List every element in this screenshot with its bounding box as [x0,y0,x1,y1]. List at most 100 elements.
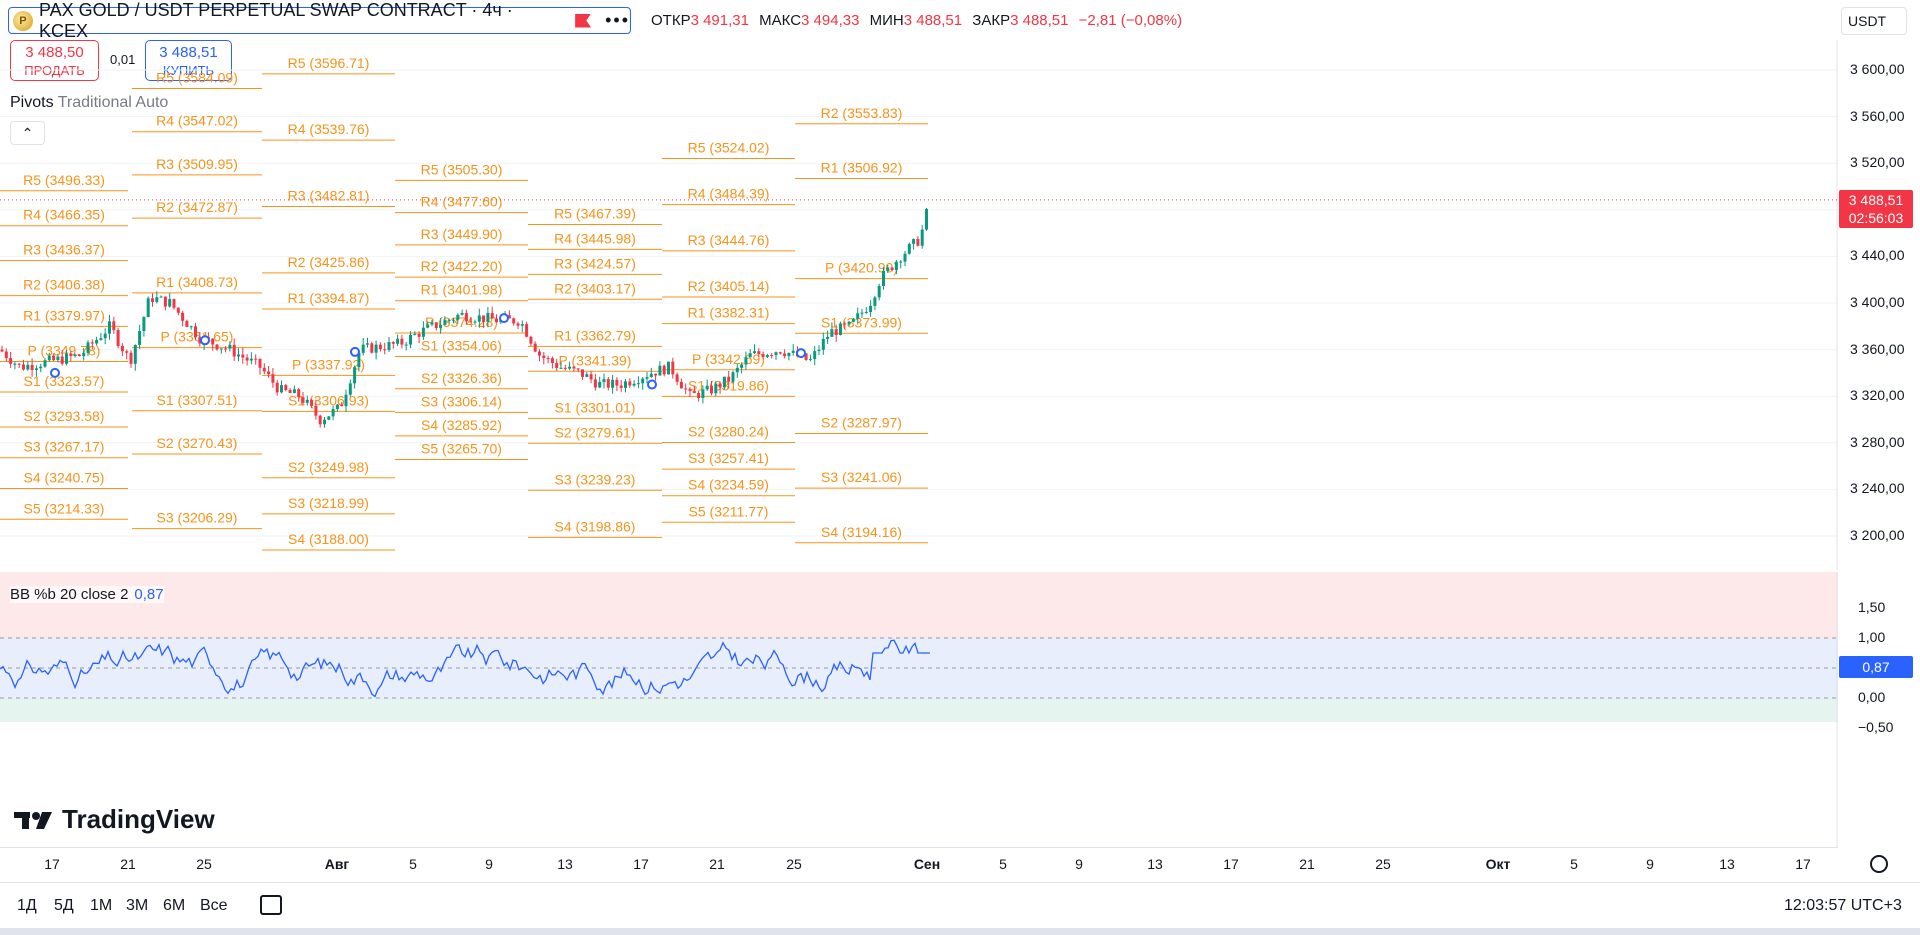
candle-body [645,377,649,379]
range-button-0[interactable]: 1Д [17,897,37,914]
bb-percent-b-pane[interactable] [0,572,1838,847]
candle-body [185,320,189,327]
candle-body [770,355,774,357]
candle-body [482,315,486,322]
candle-body [550,358,554,364]
candle-body [168,299,172,307]
tradingview-logo[interactable]: TradingView [14,804,215,835]
candle-body [430,322,434,325]
candle-body [568,366,572,369]
calendar-icon[interactable] [260,895,282,915]
candle-body [555,363,559,369]
osc-tick-label: 1,50 [1858,599,1886,615]
event-marker-icon[interactable] [50,367,60,378]
open-value: 3 491,31 [690,12,749,29]
pivots-indicator-label[interactable]: Pivots Traditional Auto [10,94,168,112]
bb-indicator-label[interactable]: BB %b 20 close 2 0,87 [10,586,164,603]
time-tick-label: 25 [786,856,802,872]
pivot-level-label: S5 (3211.77) [689,503,769,519]
candle-body [17,363,21,365]
candle-body [215,344,219,350]
candle-body [241,354,245,358]
candle-body [576,368,580,370]
flag-icon[interactable] [575,13,592,28]
last-price: 3 488,51 [1848,192,1904,208]
candle-body [667,361,670,375]
overbought-zone [0,572,1838,638]
pivot-level-label: R1 (3394.87) [288,290,370,306]
currency-select[interactable]: USDT [1841,7,1907,35]
candle-body [542,355,546,359]
range-button-1[interactable]: 5Д [54,897,74,914]
clock[interactable]: 12:03:57 UTC+3 [1784,897,1902,914]
collapse-indicators-button[interactable]: ⌃ [10,121,45,145]
event-marker-icon[interactable] [796,348,806,359]
time-tick-label: 17 [1795,856,1811,872]
candle-body [649,373,653,378]
candle-body [563,367,567,369]
event-marker-icon[interactable] [499,313,509,324]
candle-body [903,253,907,262]
pivot-level-label: R2 (3406.38) [23,277,105,293]
candle-body [748,353,752,358]
symbol-title[interactable]: PAX GOLD / USDT PERPETUAL SWAP CONTRACT … [38,0,513,41]
candle-body [456,314,460,320]
range-button-2[interactable]: 1М [90,897,113,914]
tradingview-logo-text: TradingView [62,804,215,834]
candle-body [469,321,473,323]
candle-body [860,312,864,314]
range-button-3[interactable]: 3М [126,897,149,914]
symbol-title-box[interactable]: P PAX GOLD / USDT PERPETUAL SWAP CONTRAC… [8,0,631,41]
candle-body [73,354,77,357]
candle-body [189,326,193,328]
candle-body [589,374,593,380]
candle-body [826,336,830,339]
candle-body [641,378,645,384]
price-chart[interactable]: R5 (3584.09) R4 (3547.02) R3 (3509.95) R2 (… [0,40,1838,570]
candle-body [727,376,731,382]
event-marker-icon[interactable] [647,379,657,390]
time-tick-label: 17 [633,856,649,872]
candle-body [366,343,369,345]
event-marker-icon[interactable] [350,346,360,357]
candle-body [632,383,636,386]
pivot-level-label: R1 (3506.92) [821,159,903,175]
candle-body [774,352,778,356]
candle-body [181,312,185,321]
pivot-level-label: S4 (3240.75) [24,470,105,486]
candle-body [409,334,412,345]
candle-body [886,267,890,271]
candle-body [439,324,443,328]
candle-body [765,355,769,357]
candle-body [490,312,494,319]
open-label: ОТКР [651,12,691,29]
candle-body [361,344,365,353]
pivot-level-label: R3 (3449.90) [421,226,503,242]
time-tick-label: 25 [196,856,212,872]
pivot-level-label: S2 (3280.24) [688,424,769,440]
candle-body [907,243,911,254]
candle-body [0,349,4,352]
candle-body [636,383,640,385]
candle-body [701,389,705,399]
time-tick-label: 13 [1147,856,1163,872]
more-options-icon[interactable]: ••• [605,10,630,30]
candle-body [443,319,447,325]
gear-icon[interactable] [1870,855,1888,873]
candle-body [370,343,374,353]
time-tick-label: 9 [1075,856,1083,872]
range-button-5[interactable]: Все [200,897,228,914]
candle-body [864,312,868,314]
indicator-settings: Traditional Auto [57,94,169,111]
candle-body [593,379,597,388]
time-axis[interactable]: 17 21 25 Авг 5 9 13 17 21 25 Сен 5 9 13 17 21 25 Окт 5 9 13 1… [0,847,1838,879]
event-marker-icon[interactable] [200,335,210,346]
candle-body [400,338,404,345]
range-button-4[interactable]: 6М [163,897,186,914]
candle-body [99,338,103,340]
pivot-level-label: R5 (3505.30) [421,161,503,177]
candle-body [396,338,400,344]
pivot-level-label: R4 (3539.76) [288,121,370,137]
candle-body [249,358,253,361]
candle-body [619,385,623,388]
